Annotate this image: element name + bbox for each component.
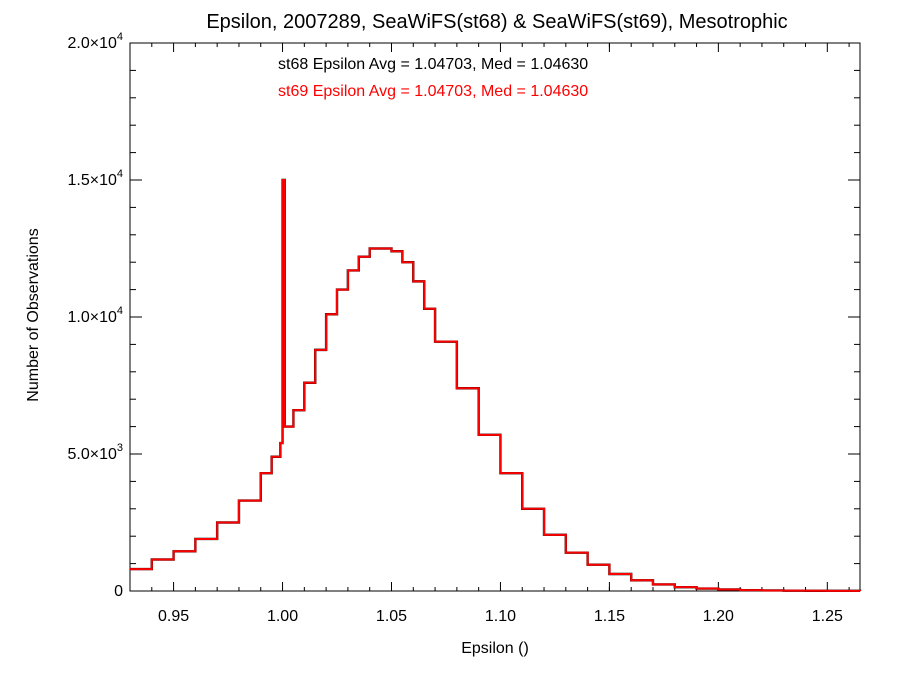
- y-tick-label: 5.0×103: [67, 442, 123, 463]
- stats-annotation-2: st69 Epsilon Avg = 1.04703, Med = 1.0463…: [278, 83, 588, 100]
- y-tick-exponent: 4: [117, 305, 123, 317]
- y-tick-label: 1.5×104: [67, 168, 123, 189]
- stats-annotation-1: st68 Epsilon Avg = 1.04703, Med = 1.0463…: [278, 56, 588, 73]
- x-tick-label: 1.05: [376, 608, 407, 625]
- x-axis-label: Epsilon (): [461, 640, 529, 657]
- series-layer: [130, 178, 862, 593]
- y-tick-mantissa: 1.0×10: [67, 309, 116, 326]
- y-tick-exponent: 3: [117, 442, 123, 454]
- y-tick-mantissa: 0: [114, 583, 123, 600]
- y-tick-label: 1.0×104: [67, 305, 123, 326]
- x-tick-label: 1.10: [485, 608, 516, 625]
- annotations: st68 Epsilon Avg = 1.04703, Med = 1.0463…: [278, 56, 588, 100]
- y-tick-mantissa: 5.0×10: [67, 446, 116, 463]
- y-tick-label: 2.0×104: [67, 31, 123, 52]
- histogram-series-2: [130, 179, 861, 592]
- histogram-series-1: [130, 178, 862, 593]
- x-tick-label: 1.00: [267, 608, 298, 625]
- x-tick-label: 1.15: [594, 608, 625, 625]
- y-tick-exponent: 4: [117, 168, 123, 180]
- x-tick-label: 1.20: [703, 608, 734, 625]
- y-tick-mantissa: 2.0×10: [67, 35, 116, 52]
- y-tick-label: 0: [114, 583, 123, 600]
- y-tick-mantissa: 1.5×10: [67, 172, 116, 189]
- x-tick-label: 1.25: [812, 608, 843, 625]
- x-axis-ticks: 0.95 1.00 1.05 1.10 1.15 1.20 1.25: [129, 43, 850, 625]
- x-tick-label: 0.95: [158, 608, 189, 625]
- y-tick-exponent: 4: [117, 31, 123, 43]
- y-axis-label: Number of Observations: [25, 228, 42, 401]
- chart-title: Epsilon, 2007289, SeaWiFS(st68) & SeaWiF…: [206, 11, 787, 33]
